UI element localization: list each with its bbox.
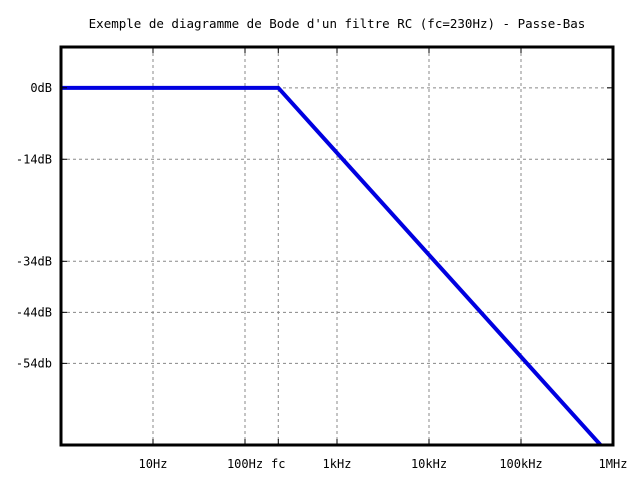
y-tick-label: -34dB bbox=[16, 254, 52, 268]
series-layer bbox=[61, 85, 604, 445]
ticks: 10Hz 100Hz fc 1kHz 10kHz 100kHz 1MHz 0dB -14dB -3… bbox=[16, 47, 628, 471]
x-tick-label: 100Hz bbox=[227, 457, 263, 471]
x-tick-label: fc bbox=[271, 457, 285, 471]
x-tick-label: 10kHz bbox=[411, 457, 447, 471]
y-tick-label: -44dB bbox=[16, 305, 52, 319]
y-tick-label: -54db bbox=[16, 356, 52, 370]
grid bbox=[61, 47, 614, 445]
x-tick-label: 100kHz bbox=[499, 457, 542, 471]
x-tick-label: 1kHz bbox=[323, 457, 352, 471]
series-line bbox=[61, 85, 604, 445]
chart-title: Exemple de diagramme de Bode d'un filtre… bbox=[89, 16, 586, 31]
y-tick-label: -14dB bbox=[16, 152, 52, 166]
x-tick-label: 10Hz bbox=[139, 457, 168, 471]
y-tick-label: 0dB bbox=[30, 81, 52, 95]
x-tick-label: 1MHz bbox=[599, 457, 628, 471]
